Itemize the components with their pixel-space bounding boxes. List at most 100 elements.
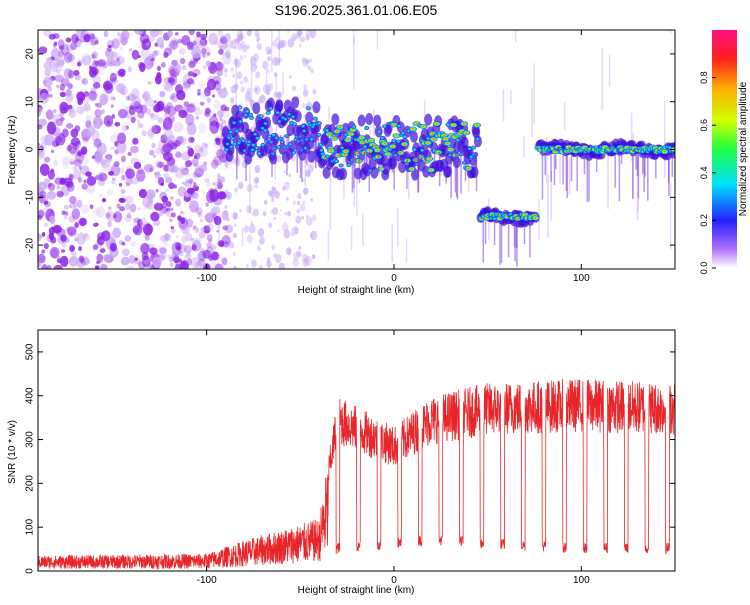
spectrogram-y-label: Frequency (Hz)	[7, 116, 18, 185]
spectrogram-ridge-tail	[366, 151, 368, 178]
spectrogram-noise-blob	[255, 71, 261, 79]
spectrogram-noise-blob	[163, 82, 174, 93]
spectrogram-noise-blob	[194, 165, 205, 175]
spectrogram-y-axis: -20 -10 0 10 20	[25, 48, 675, 252]
spectrogram-noise-blob	[272, 206, 279, 216]
spectrogram-noise-blob	[116, 203, 121, 209]
spectrogram-noise-blob	[189, 120, 195, 125]
spectrogram-noise-blob	[125, 168, 135, 179]
spectrogram-noise-blob	[179, 57, 186, 65]
spectrogram-noise-blob	[154, 42, 158, 47]
spectrogram-noise-blob	[175, 235, 179, 239]
spectrogram-ridge-core	[408, 126, 417, 132]
spectrogram-x-tick-label: 100	[573, 273, 590, 284]
spectrogram-noise-blob	[302, 200, 306, 205]
spectrogram-noise-blob	[194, 227, 200, 233]
spectrogram-noise-blob	[136, 119, 141, 124]
spectrogram-noise-blob	[181, 225, 190, 235]
spectrogram-noise-blob	[96, 142, 107, 156]
spectrogram-noise-blob	[65, 91, 74, 103]
spectrogram-noise-blob	[201, 142, 207, 147]
spectrogram-noise-blob	[308, 164, 314, 173]
spectrogram-noise-blob	[176, 89, 186, 101]
spectrogram-streak	[423, 99, 426, 122]
spectrogram-noise-blob	[170, 226, 175, 230]
spectrogram-noise-blob	[110, 104, 114, 108]
spectrogram-noise-blob	[254, 177, 260, 184]
spectrogram-noise-blob	[70, 42, 78, 51]
spectrogram-noise-blob	[206, 97, 211, 103]
spectrogram-noise-blob	[68, 173, 74, 181]
spectrogram-noise-blob	[213, 215, 222, 226]
spectrogram-ridge-tail	[354, 151, 356, 174]
spectrogram-noise-blob	[125, 203, 131, 210]
spectrogram-noise-blob	[153, 49, 158, 53]
spectrogram-noise-blob	[99, 248, 106, 254]
spectrogram-noise-blob	[224, 49, 232, 58]
spectrogram-noise-blob	[131, 49, 140, 60]
spectrogram-ridge-core	[248, 112, 254, 117]
spectrogram-noise-blob	[119, 46, 123, 51]
spectrogram-ridge-tail	[416, 151, 419, 164]
spectrogram-ridge-core	[335, 124, 344, 130]
spectrogram-noise-blob	[198, 39, 206, 49]
snr-y-tick-label: 0	[25, 568, 36, 574]
spectrogram-noise-blob	[208, 255, 214, 261]
spectrogram-noise-blob	[82, 136, 89, 144]
spectrogram-noise-blob	[295, 215, 302, 224]
spectrogram-noise-blob	[192, 104, 197, 111]
spectrogram-ridge-tail	[456, 151, 459, 200]
spectrogram-noise-blob	[280, 39, 287, 48]
spectrogram-noise-blob	[256, 39, 259, 43]
spectrogram-noise-blob	[177, 215, 182, 221]
spectrogram-noise-blob	[94, 265, 100, 269]
spectrogram-noise-blob	[178, 251, 184, 257]
spectrogram-ridge-tail	[279, 135, 282, 148]
spectrogram-streak	[240, 30, 243, 38]
spectrogram-noise-blob	[222, 225, 229, 231]
spectrogram-noise-blob	[175, 32, 179, 36]
spectrogram-noise-blob	[62, 106, 67, 111]
spectrogram-noise-blob	[122, 248, 130, 257]
spectrogram-ridge-core	[446, 147, 455, 153]
spectrogram-noise-blob	[284, 212, 287, 216]
spectrogram-noise-blob	[108, 170, 115, 176]
spectrogram-noise-blob	[213, 181, 219, 187]
spectrogram-noise-blob	[254, 184, 258, 189]
spectrogram-ridge-core	[425, 156, 434, 162]
spectrogram-ridge-core	[225, 141, 231, 146]
spectrogram-noise-blob	[185, 113, 195, 126]
spectrogram-noise-blob	[165, 189, 169, 193]
spectrogram-ridge-halo	[370, 166, 379, 179]
spectrogram-streak	[353, 30, 355, 45]
spectrogram-noise-blob	[127, 151, 132, 156]
spectrogram-noise-blob	[126, 212, 132, 219]
spectrogram-x-tick-label: 0	[391, 273, 397, 284]
spectrogram-noise-blob	[149, 112, 159, 121]
spectrogram-noise-blob	[305, 34, 310, 41]
spectrogram-ridge-core	[316, 132, 322, 137]
spectrogram-ridge-core	[455, 138, 461, 143]
spectrogram-ridge-tail	[570, 154, 573, 182]
spectrogram-noise-blob	[154, 126, 161, 134]
spectrogram-noise-blob	[47, 170, 55, 180]
spectrogram-noise-blob	[281, 222, 289, 232]
spectrogram-noise-blob	[160, 134, 168, 144]
spectrogram-noise-blob	[224, 189, 229, 195]
spectrogram-ridge-core	[305, 106, 311, 111]
spectrogram-ridge-core	[228, 129, 234, 134]
spectrogram-noise-blob	[305, 216, 313, 226]
spectrogram-noise-blob	[236, 71, 243, 80]
spectrogram-ridge-core	[325, 154, 331, 159]
spectrogram-streak	[391, 224, 393, 262]
spectrogram-noise-blob	[186, 218, 194, 228]
spectrogram-streak	[282, 71, 284, 95]
spectrogram-ridge-tail	[296, 135, 298, 173]
spectrogram-noise-blob	[214, 263, 224, 269]
spectrogram-noise-blob	[149, 203, 156, 211]
spectrogram-noise-blob	[262, 60, 269, 70]
spectrogram-noise-blob	[107, 44, 112, 48]
spectrogram-noise-blob	[106, 211, 115, 222]
spectrogram-noise-blob	[137, 55, 141, 58]
spectrogram-noise-blob	[143, 223, 153, 236]
